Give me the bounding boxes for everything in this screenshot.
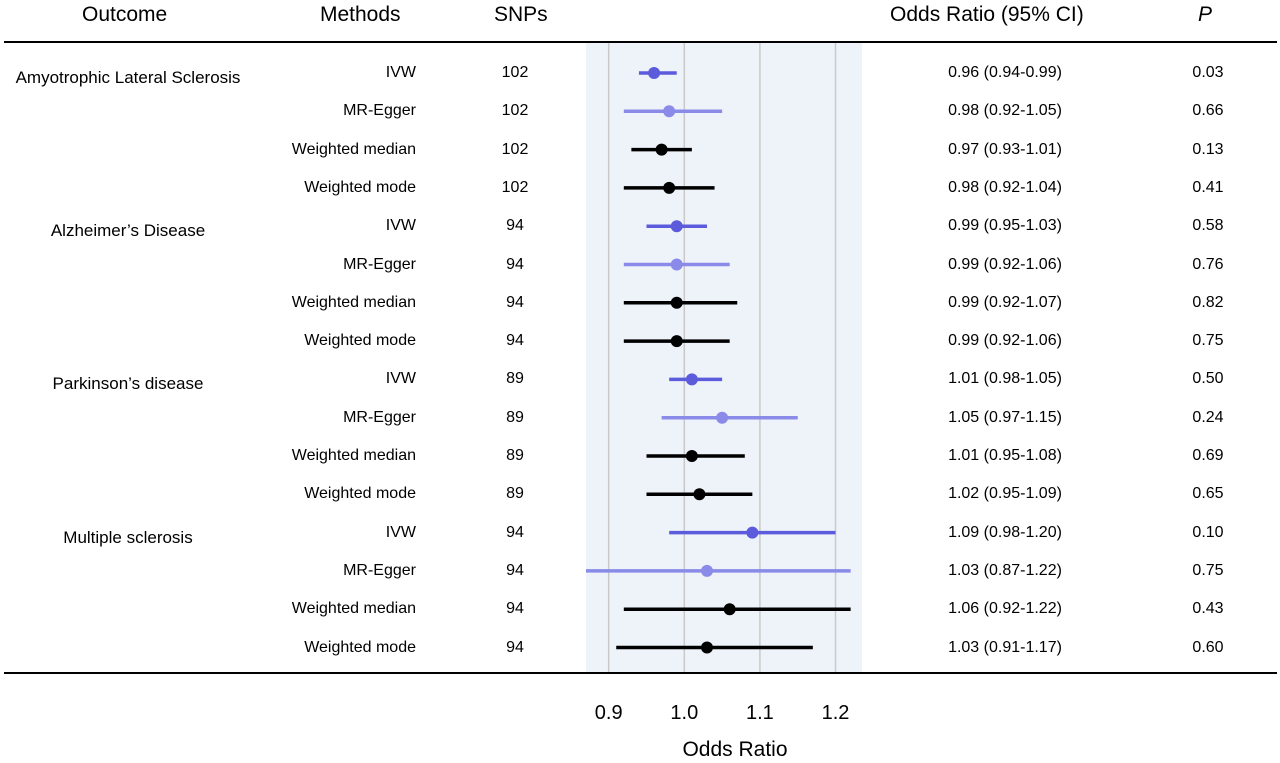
header-p: P bbox=[1198, 3, 1213, 26]
p-value: 0.76 bbox=[1192, 255, 1224, 273]
p-value: 0.24 bbox=[1192, 408, 1224, 426]
x-tick-label: 1.1 bbox=[746, 702, 774, 724]
x-tick-label: 0.9 bbox=[595, 702, 623, 724]
method-label: Weighted mode bbox=[304, 638, 416, 656]
x-axis-label: Odds Ratio bbox=[682, 738, 788, 761]
odds-ratio-ci: 0.98 (0.92-1.04) bbox=[948, 178, 1062, 196]
p-value: 0.43 bbox=[1192, 600, 1224, 618]
point-estimate bbox=[670, 258, 683, 271]
header-odds-ratio: Odds Ratio (95% CI) bbox=[890, 3, 1084, 26]
p-value: 0.10 bbox=[1192, 523, 1224, 541]
snps-value: 94 bbox=[506, 523, 524, 541]
p-value: 0.66 bbox=[1192, 102, 1224, 120]
snps-value: 89 bbox=[506, 447, 524, 464]
snps-value: 94 bbox=[506, 638, 524, 656]
method-label: Weighted mode bbox=[304, 485, 416, 503]
p-value: 0.82 bbox=[1192, 293, 1224, 311]
odds-ratio-ci: 1.02 (0.95-1.09) bbox=[948, 485, 1062, 503]
outcome-label: Amyotrophic Lateral Sclerosis bbox=[15, 68, 241, 87]
header-snps: SNPs bbox=[494, 3, 548, 26]
snps-value: 102 bbox=[501, 140, 529, 158]
outcome-label: Alzheimer’s Disease bbox=[50, 221, 206, 241]
p-value: 0.50 bbox=[1192, 370, 1224, 388]
odds-ratio-ci: 1.03 (0.91-1.17) bbox=[948, 638, 1062, 656]
snps-value: 94 bbox=[506, 255, 524, 273]
method-label: Weighted mode bbox=[304, 332, 416, 350]
snps-value: 94 bbox=[506, 293, 524, 311]
method-label: IVW bbox=[385, 64, 416, 81]
point-estimate bbox=[663, 105, 676, 118]
p-value: 0.41 bbox=[1192, 178, 1224, 196]
snps-value: 89 bbox=[506, 408, 524, 426]
snps-value: 94 bbox=[506, 600, 524, 618]
snps-value: 102 bbox=[501, 64, 529, 81]
odds-ratio-ci: 0.96 (0.94-0.99) bbox=[948, 64, 1062, 81]
method-label: MR-Egger bbox=[343, 561, 416, 579]
p-value: 0.03 bbox=[1192, 64, 1224, 81]
snps-value: 102 bbox=[501, 102, 529, 120]
method-label: Weighted median bbox=[291, 600, 416, 618]
top-rule bbox=[4, 41, 1277, 43]
method-label: Weighted mode bbox=[304, 178, 416, 196]
outcome-label: Multiple sclerosis bbox=[63, 527, 193, 547]
p-value: 0.69 bbox=[1192, 447, 1224, 464]
point-estimate bbox=[685, 450, 698, 462]
point-estimate bbox=[670, 296, 683, 309]
point-estimate bbox=[700, 641, 713, 654]
point-estimate bbox=[670, 220, 683, 233]
snps-value: 94 bbox=[506, 332, 524, 350]
header-methods: Methods bbox=[320, 3, 401, 26]
method-label: MR-Egger bbox=[343, 255, 416, 273]
snps-value: 102 bbox=[501, 178, 529, 196]
snps-value: 94 bbox=[506, 217, 524, 235]
odds-ratio-ci: 1.09 (0.98-1.20) bbox=[948, 523, 1062, 541]
header-outcome: Outcome bbox=[82, 3, 168, 26]
odds-ratio-ci: 1.01 (0.95-1.08) bbox=[948, 447, 1062, 464]
bottom-rule bbox=[4, 672, 1277, 674]
odds-ratio-ci: 0.99 (0.92-1.06) bbox=[948, 332, 1062, 350]
p-value: 0.65 bbox=[1192, 485, 1224, 503]
point-estimate bbox=[648, 67, 661, 79]
odds-ratio-ci: 0.97 (0.93-1.01) bbox=[948, 140, 1062, 158]
point-estimate bbox=[663, 181, 676, 194]
plot-background-band bbox=[586, 42, 862, 672]
method-label: IVW bbox=[385, 370, 416, 388]
point-estimate bbox=[693, 488, 706, 501]
p-value: 0.75 bbox=[1192, 561, 1224, 579]
odds-ratio-ci: 0.99 (0.92-1.07) bbox=[948, 293, 1062, 311]
odds-ratio-ci: 0.99 (0.92-1.06) bbox=[948, 255, 1062, 273]
method-label: Weighted median bbox=[291, 447, 416, 464]
point-estimate bbox=[746, 526, 759, 539]
point-estimate bbox=[700, 564, 713, 577]
snps-value: 94 bbox=[506, 561, 524, 579]
point-estimate bbox=[670, 335, 683, 348]
method-label: MR-Egger bbox=[343, 408, 416, 426]
p-value: 0.75 bbox=[1192, 332, 1224, 350]
point-estimate bbox=[716, 411, 729, 424]
method-label: Weighted median bbox=[291, 293, 416, 311]
x-tick-label: 1.0 bbox=[670, 702, 698, 724]
odds-ratio-ci: 0.99 (0.95-1.03) bbox=[948, 217, 1062, 235]
point-estimate bbox=[685, 373, 698, 386]
method-label: Weighted median bbox=[291, 140, 416, 158]
method-label: IVW bbox=[385, 217, 416, 235]
snps-value: 89 bbox=[506, 370, 524, 388]
method-label: MR-Egger bbox=[343, 102, 416, 120]
odds-ratio-ci: 1.03 (0.87-1.22) bbox=[948, 561, 1062, 579]
outcome-label: Parkinson’s disease bbox=[52, 374, 204, 394]
p-value: 0.58 bbox=[1192, 217, 1224, 235]
odds-ratio-ci: 0.98 (0.92-1.05) bbox=[948, 102, 1062, 120]
snps-value: 89 bbox=[506, 485, 524, 503]
point-estimate bbox=[655, 143, 668, 156]
p-value: 0.13 bbox=[1192, 140, 1224, 158]
point-estimate bbox=[723, 603, 736, 616]
x-tick-label: 1.2 bbox=[822, 702, 850, 724]
method-label: IVW bbox=[385, 523, 416, 541]
p-value: 0.60 bbox=[1192, 638, 1224, 656]
odds-ratio-ci: 1.01 (0.98-1.05) bbox=[948, 370, 1062, 388]
odds-ratio-ci: 1.05 (0.97-1.15) bbox=[948, 408, 1062, 426]
odds-ratio-ci: 1.06 (0.92-1.22) bbox=[948, 600, 1062, 618]
